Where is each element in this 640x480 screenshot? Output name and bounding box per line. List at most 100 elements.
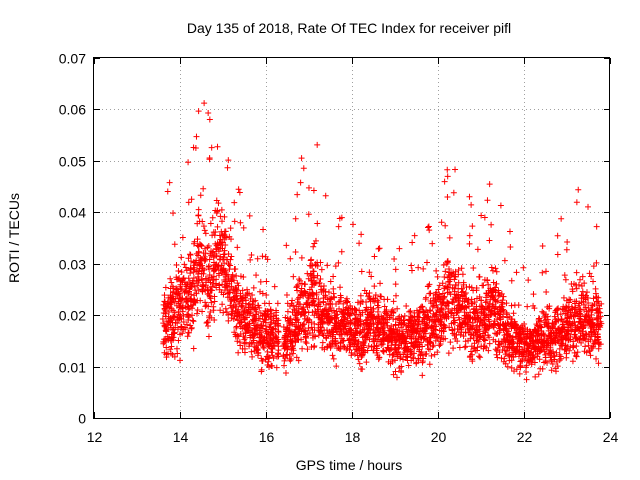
- data-point: [238, 318, 245, 325]
- data-point: [225, 250, 232, 257]
- data-point: [377, 293, 384, 300]
- data-point: [486, 181, 493, 188]
- data-point: [525, 277, 532, 284]
- data-point: [255, 315, 262, 322]
- data-point: [174, 291, 181, 298]
- data-point: [379, 315, 386, 322]
- data-point: [207, 220, 214, 227]
- data-point: [432, 326, 439, 333]
- data-point: [586, 314, 593, 321]
- data-point: [456, 301, 463, 308]
- data-point: [570, 338, 577, 345]
- data-point: [208, 299, 215, 306]
- data-point: [177, 286, 184, 293]
- data-point: [184, 333, 191, 340]
- data-point: [174, 326, 181, 333]
- data-point: [217, 213, 224, 220]
- data-point: [510, 338, 517, 345]
- data-point: [404, 333, 411, 340]
- data-point: [423, 313, 430, 320]
- data-point: [531, 359, 538, 366]
- data-point: [298, 280, 305, 287]
- data-point: [215, 200, 222, 207]
- data-point: [444, 193, 451, 200]
- data-point: [424, 224, 431, 231]
- data-point: [312, 308, 319, 315]
- data-point: [379, 325, 386, 332]
- data-point: [246, 290, 253, 297]
- data-point: [452, 273, 459, 280]
- data-point: [447, 339, 454, 346]
- data-point: [198, 276, 205, 283]
- data-point: [401, 346, 408, 353]
- data-point: [182, 264, 189, 271]
- data-point: [318, 266, 325, 273]
- data-point: [237, 290, 244, 297]
- data-point: [185, 329, 192, 336]
- data-point: [208, 314, 215, 321]
- data-point: [469, 315, 476, 322]
- data-point: [456, 344, 463, 351]
- data-point: [287, 357, 294, 364]
- y-tick-label: 0.06: [59, 102, 86, 118]
- data-point: [302, 308, 309, 315]
- data-point: [178, 268, 185, 275]
- data-point: [389, 333, 396, 340]
- data-point: [294, 287, 301, 294]
- data-point: [539, 269, 546, 276]
- data-point: [569, 358, 576, 365]
- data-point: [436, 291, 443, 298]
- data-point: [396, 245, 403, 252]
- data-point: [228, 236, 235, 243]
- data-point: [538, 347, 545, 354]
- data-point: [539, 365, 546, 372]
- data-point: [313, 289, 320, 296]
- data-point: [513, 269, 520, 276]
- data-point: [297, 291, 304, 298]
- data-point: [336, 331, 343, 338]
- data-point: [206, 156, 213, 163]
- data-point: [500, 358, 507, 365]
- data-point: [320, 298, 327, 305]
- data-point: [238, 302, 245, 309]
- data-point: [571, 328, 578, 335]
- data-point: [492, 311, 499, 318]
- data-point: [235, 282, 242, 289]
- data-point: [302, 334, 309, 341]
- data-point: [492, 284, 499, 291]
- data-point: [505, 328, 512, 335]
- data-point: [358, 298, 365, 305]
- data-point: [438, 219, 445, 226]
- data-point: [336, 215, 343, 222]
- data-point: [418, 349, 425, 356]
- data-point: [520, 264, 527, 271]
- data-point: [418, 334, 425, 341]
- data-point: [266, 300, 273, 307]
- data-point: [407, 346, 414, 353]
- data-point: [486, 340, 493, 347]
- data-point: [413, 329, 420, 336]
- data-point: [487, 312, 494, 319]
- data-point: [284, 346, 291, 353]
- data-point: [487, 285, 494, 292]
- data-point: [500, 306, 507, 313]
- data-point: [213, 209, 220, 216]
- data-point: [294, 316, 301, 323]
- data-point: [305, 211, 312, 218]
- data-point: [428, 352, 435, 359]
- data-point: [465, 297, 472, 304]
- data-point: [197, 257, 204, 264]
- data-point: [221, 236, 228, 243]
- data-point: [490, 279, 497, 286]
- data-point: [402, 340, 409, 347]
- data-point: [200, 223, 207, 230]
- data-point: [327, 278, 334, 285]
- data-point: [215, 248, 222, 255]
- data-point: [237, 342, 244, 349]
- data-point: [351, 320, 358, 327]
- data-point: [588, 306, 595, 313]
- data-point: [331, 341, 338, 348]
- data-point: [569, 344, 576, 351]
- data-point: [319, 319, 326, 326]
- data-point: [547, 344, 554, 351]
